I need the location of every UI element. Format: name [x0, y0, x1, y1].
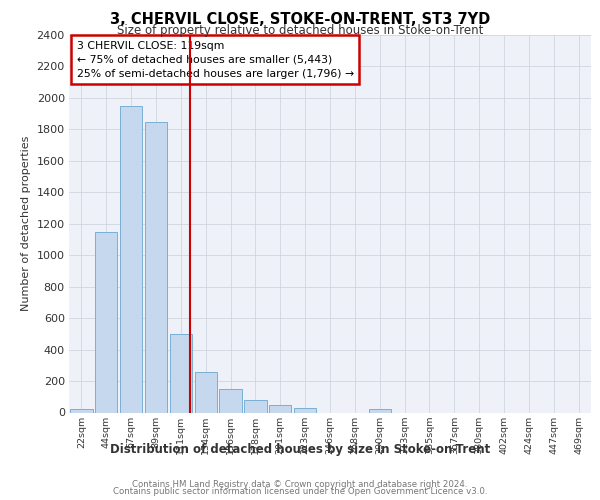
Bar — [70, 410, 92, 412]
Bar — [368, 410, 391, 412]
Bar — [269, 406, 292, 412]
Text: Contains HM Land Registry data © Crown copyright and database right 2024.: Contains HM Land Registry data © Crown c… — [132, 480, 468, 489]
Text: Contains public sector information licensed under the Open Government Licence v3: Contains public sector information licen… — [113, 487, 487, 496]
Text: 3 CHERVIL CLOSE: 119sqm
← 75% of detached houses are smaller (5,443)
25% of semi: 3 CHERVIL CLOSE: 119sqm ← 75% of detache… — [77, 40, 354, 78]
Bar — [145, 122, 167, 412]
Text: Distribution of detached houses by size in Stoke-on-Trent: Distribution of detached houses by size … — [110, 444, 490, 456]
Bar — [95, 232, 118, 412]
Bar — [220, 389, 242, 412]
Bar — [120, 106, 142, 412]
Bar — [170, 334, 192, 412]
Text: Size of property relative to detached houses in Stoke-on-Trent: Size of property relative to detached ho… — [117, 24, 483, 37]
Bar — [244, 400, 266, 412]
Bar — [294, 408, 316, 412]
Bar — [194, 372, 217, 412]
Y-axis label: Number of detached properties: Number of detached properties — [21, 136, 31, 312]
Text: 3, CHERVIL CLOSE, STOKE-ON-TRENT, ST3 7YD: 3, CHERVIL CLOSE, STOKE-ON-TRENT, ST3 7Y… — [110, 12, 490, 28]
